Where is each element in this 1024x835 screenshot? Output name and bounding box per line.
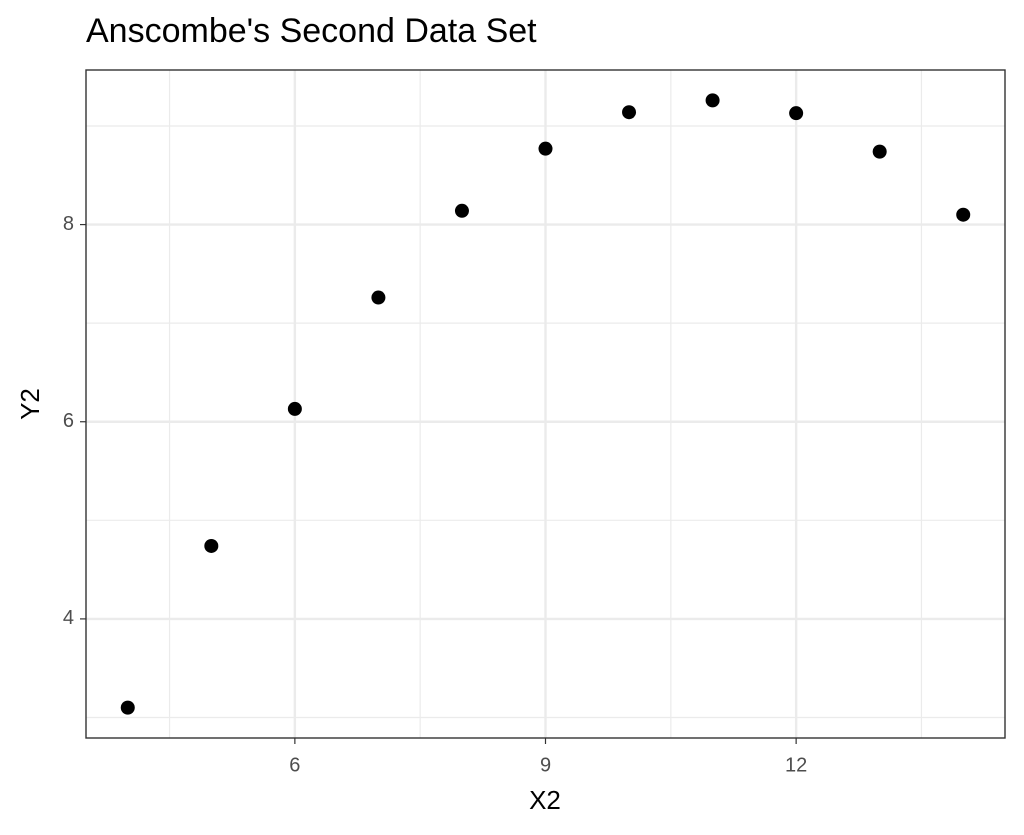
- panel-border: [85, 69, 1006, 739]
- point: [538, 141, 553, 156]
- point: [120, 700, 135, 715]
- x-tick-label: 6: [289, 754, 300, 776]
- point: [789, 106, 804, 121]
- point: [204, 538, 219, 553]
- chart-title: Anscombe's Second Data Set: [86, 12, 537, 50]
- point: [287, 401, 302, 416]
- point: [454, 203, 469, 218]
- x-tick-label: 9: [540, 754, 551, 776]
- y-tick-label: 4: [63, 607, 74, 629]
- x-tick-label: 12: [785, 754, 807, 776]
- y-tick-label: 8: [63, 213, 74, 235]
- point: [872, 144, 887, 159]
- point: [956, 207, 971, 222]
- y-tick-label: 6: [63, 410, 74, 432]
- x-axis-label: X2: [529, 785, 561, 815]
- y-axis-label: Y2: [15, 388, 45, 420]
- point: [371, 290, 386, 305]
- point: [705, 93, 720, 108]
- point: [622, 105, 637, 120]
